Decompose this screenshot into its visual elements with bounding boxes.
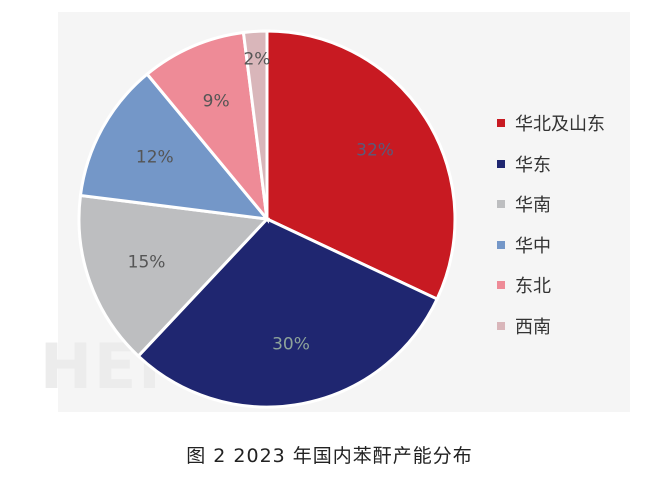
legend-label: 东北	[515, 276, 551, 298]
slice-data-label: 9%	[203, 92, 230, 112]
pie-slice	[78, 72, 271, 221]
legend-label: 华北及山东	[515, 114, 605, 136]
legend-swatch	[497, 200, 505, 209]
legend-item: 华南	[497, 184, 605, 225]
legend-item: 华北及山东	[497, 103, 605, 144]
pie-slice	[241, 29, 269, 220]
legend-swatch	[497, 159, 505, 168]
pie-slice	[136, 217, 440, 409]
legend-item: 西南	[497, 306, 605, 347]
pie-slice	[265, 29, 457, 302]
legend-item: 华中	[497, 225, 605, 266]
slice-data-label: 15%	[128, 252, 166, 272]
figure-caption: 图 2 2023 年国内苯酐产能分布	[186, 445, 473, 467]
slice-data-label: 32%	[356, 140, 394, 160]
legend-label: 西南	[515, 316, 551, 338]
legend-item: 东北	[497, 265, 605, 306]
legend-swatch	[497, 281, 505, 290]
legend-swatch	[497, 240, 505, 249]
legend-label: 华中	[515, 235, 551, 257]
chart-legend: 华北及山东华东华南华中东北西南	[497, 103, 605, 346]
legend-swatch	[497, 119, 505, 128]
legend-label: 华南	[515, 195, 551, 217]
legend-label: 华东	[515, 154, 551, 176]
legend-swatch	[497, 321, 505, 330]
pie-slice	[77, 193, 271, 359]
slice-data-label: 12%	[136, 147, 174, 167]
slice-data-label: 2%	[243, 49, 270, 69]
legend-item: 华东	[497, 144, 605, 185]
slice-data-label: 30%	[272, 335, 310, 355]
pie-slice	[145, 30, 270, 224]
